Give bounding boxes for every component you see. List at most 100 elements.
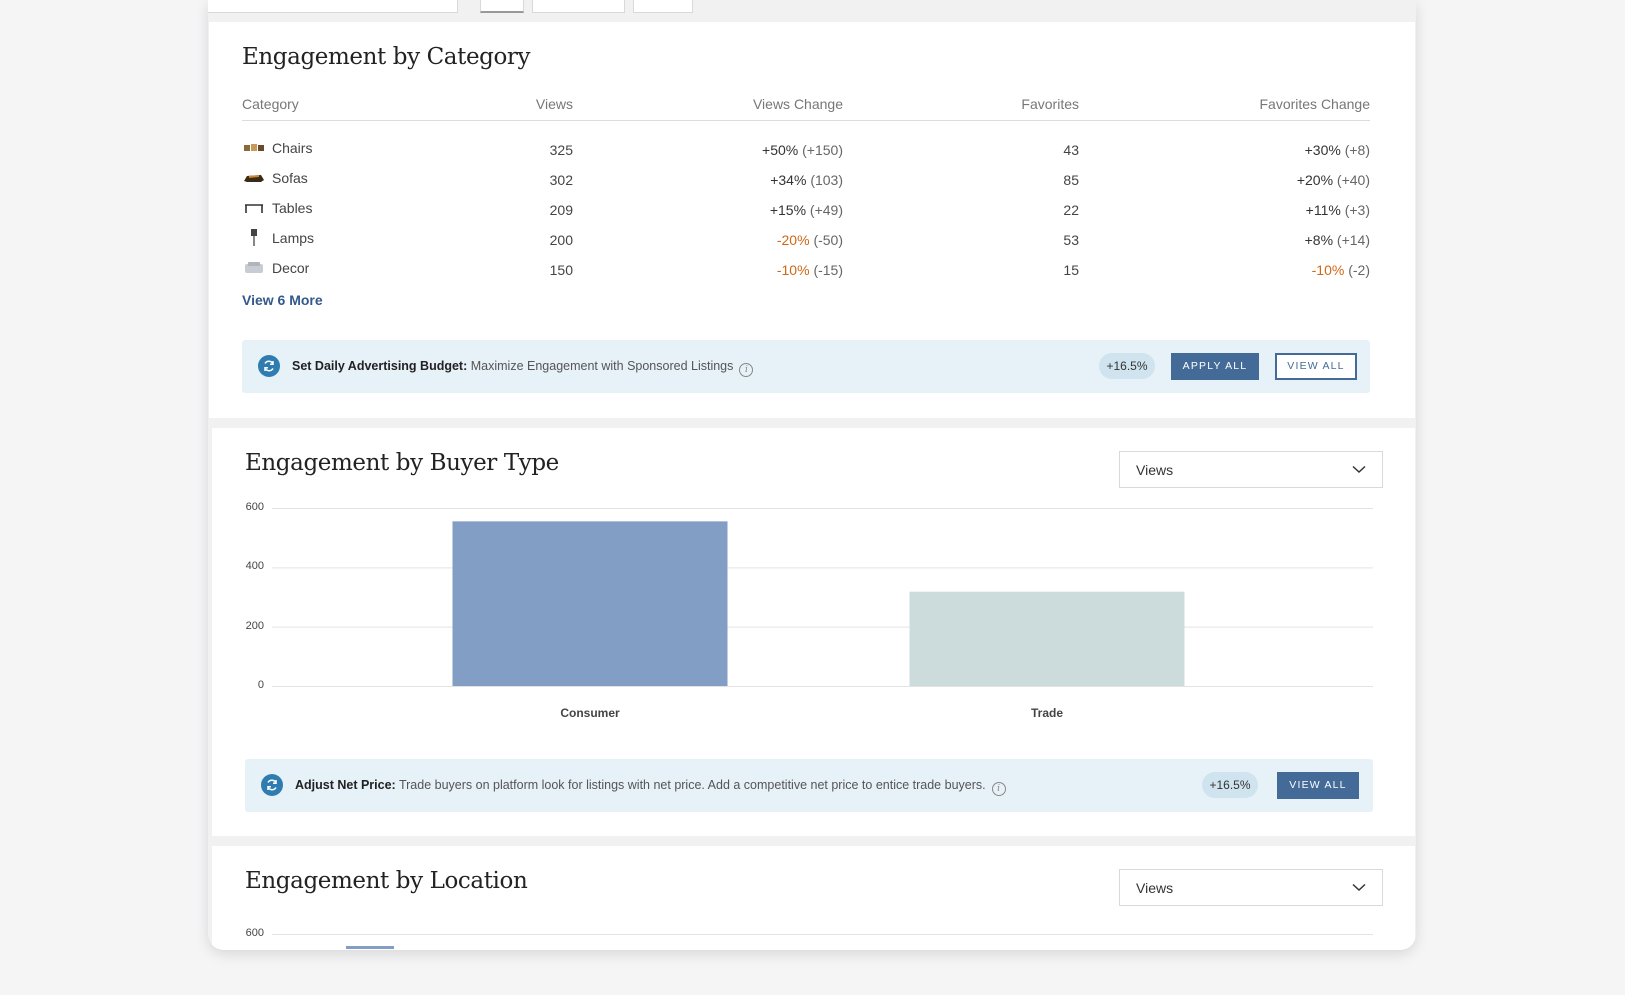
view-all-button[interactable]: VIEW ALL bbox=[1275, 353, 1357, 380]
favorites-change-abs: (+8) bbox=[1344, 142, 1370, 158]
chart-svg bbox=[272, 508, 1373, 687]
budget-banner-message: Maximize Engagement with Sponsored Listi… bbox=[470, 359, 734, 373]
refresh-icon bbox=[261, 774, 283, 796]
views-value: 150 bbox=[549, 262, 573, 278]
col-header-favorites: Favorites bbox=[1021, 96, 1079, 112]
chart-bar-trade[interactable] bbox=[909, 591, 1185, 686]
favorites-change-value: -10% (-2) bbox=[1312, 262, 1370, 278]
category-name[interactable]: Sofas bbox=[272, 170, 308, 186]
table-header-divider bbox=[242, 120, 1370, 121]
view-more-link[interactable]: View 6 More bbox=[242, 292, 323, 308]
favorites-value: 85 bbox=[1063, 172, 1079, 188]
views-change-abs: (103) bbox=[810, 172, 843, 188]
report-frame: Engagement by Category Category Views Vi… bbox=[208, 0, 1416, 950]
y-axis-tick-label: 0 bbox=[257, 679, 264, 691]
favorites-value: 43 bbox=[1063, 142, 1079, 158]
x-axis-category-label: Trade bbox=[1030, 706, 1063, 720]
favorites-change-value: +30% (+8) bbox=[1305, 142, 1370, 158]
location-metric-select-value: Views bbox=[1136, 880, 1174, 896]
favorites-change-pct: +8% bbox=[1304, 232, 1334, 248]
tables-thumbnail bbox=[243, 201, 265, 215]
engagement-by-category-card: Engagement by Category Category Views Vi… bbox=[209, 22, 1415, 418]
views-change-value: +15% (+49) bbox=[770, 202, 843, 218]
views-value: 209 bbox=[549, 202, 573, 218]
decor-thumbnail bbox=[243, 261, 265, 275]
y-axis-tick-label: 400 bbox=[245, 560, 264, 573]
apply-all-button[interactable]: APPLY ALL bbox=[1171, 353, 1259, 380]
chart-bar-partial bbox=[346, 946, 394, 949]
col-header-category: Category bbox=[242, 96, 299, 112]
info-icon[interactable]: i bbox=[991, 782, 1006, 796]
location-metric-select[interactable]: Views bbox=[1119, 869, 1383, 906]
favorites-change-value: +8% (+14) bbox=[1305, 232, 1370, 248]
favorites-change-pct: +11% bbox=[1305, 202, 1341, 218]
views-change-abs: (-15) bbox=[813, 262, 843, 278]
budget-banner-title: Set Daily Advertising Budget: bbox=[292, 359, 468, 373]
table-row[interactable]: Sofas 302 +34% (103) 85 +20% (+40) bbox=[209, 170, 1415, 200]
table-row[interactable]: Lamps 200 -20% (-50) 53 +8% (+14) bbox=[209, 229, 1415, 260]
uplift-badge: +16.5% bbox=[1202, 772, 1258, 798]
x-axis-category-label: Consumer bbox=[560, 706, 620, 720]
net-price-banner-title: Adjust Net Price: bbox=[295, 778, 396, 792]
category-name[interactable]: Lamps bbox=[272, 230, 315, 246]
net-price-banner-message: Trade buyers on platform look for listin… bbox=[398, 778, 986, 792]
chairs-thumbnail bbox=[243, 141, 265, 155]
views-change-abs: (+49) bbox=[809, 202, 843, 218]
col-header-favorites-change: Favorites Change bbox=[1259, 96, 1370, 112]
y-axis-tick-label: 600 bbox=[245, 927, 264, 939]
views-change-pct: +50% bbox=[762, 142, 799, 158]
views-value: 325 bbox=[549, 142, 573, 158]
views-change-pct: +34% bbox=[770, 172, 807, 188]
favorites-change-abs: (+40) bbox=[1336, 172, 1370, 188]
views-value: 200 bbox=[549, 232, 573, 248]
favorites-change-pct: -10% bbox=[1311, 262, 1345, 278]
col-header-views-change: Views Change bbox=[752, 96, 843, 112]
filter-button-partial[interactable] bbox=[633, 0, 693, 13]
table-row[interactable]: Chairs 325 +50% (+150) 43 +30% (+8) bbox=[209, 140, 1415, 170]
budget-recommendation-banner: Set Daily Advertising Budget: Maximize E… bbox=[242, 340, 1370, 393]
col-header-views: Views bbox=[535, 96, 573, 112]
buyer-type-bar-chart: 0 200 400 600 Consumer Trade bbox=[212, 501, 1415, 720]
favorites-value: 22 bbox=[1063, 202, 1079, 218]
chevron-down-icon bbox=[1352, 883, 1366, 892]
gridline bbox=[272, 934, 1373, 935]
category-name[interactable]: Chairs bbox=[272, 140, 313, 156]
y-axis-tick-label: 200 bbox=[245, 619, 264, 632]
info-icon[interactable]: i bbox=[739, 363, 754, 377]
category-name[interactable]: Tables bbox=[272, 200, 313, 216]
buyer-section-title: Engagement by Buyer Type bbox=[245, 450, 559, 476]
favorites-value: 53 bbox=[1063, 232, 1079, 248]
favorites-change-abs: (+14) bbox=[1336, 232, 1370, 248]
buyer-metric-select[interactable]: Views bbox=[1119, 451, 1383, 488]
views-change-pct: +15% bbox=[769, 202, 807, 218]
favorites-change-abs: (+3) bbox=[1344, 202, 1370, 218]
views-change-value: +34% (103) bbox=[770, 172, 843, 188]
net-price-banner-text: Adjust Net Price: Trade buyers on platfo… bbox=[295, 778, 1006, 796]
views-change-value: -20% (-50) bbox=[777, 232, 843, 248]
view-all-button[interactable]: VIEW ALL bbox=[1277, 772, 1359, 799]
engagement-by-buyer-type-card: Engagement by Buyer Type Views 0 200 400 60… bbox=[212, 428, 1415, 836]
buyer-metric-select-value: Views bbox=[1136, 462, 1174, 478]
favorites-change-abs: (-2) bbox=[1348, 262, 1370, 278]
table-row[interactable]: Decor 150 -10% (-15) 15 -10% (-2) bbox=[209, 260, 1415, 290]
views-value: 302 bbox=[549, 172, 573, 188]
views-change-value: -10% (-15) bbox=[777, 262, 843, 278]
refresh-icon bbox=[258, 355, 280, 377]
chevron-down-icon bbox=[1352, 465, 1366, 474]
table-row[interactable]: Tables 209 +15% (+49) 22 +11% (+3) bbox=[209, 200, 1415, 230]
lamps-thumbnail bbox=[243, 229, 265, 246]
favorites-change-value: +20% (+40) bbox=[1297, 172, 1370, 188]
views-change-pct: -20% bbox=[776, 232, 810, 248]
engagement-by-location-card: Engagement by Location Views 600 bbox=[212, 846, 1415, 950]
category-name[interactable]: Decor bbox=[272, 260, 310, 276]
favorites-change-value: +11% (+3) bbox=[1306, 202, 1370, 218]
category-section-title: Engagement by Category bbox=[242, 44, 531, 70]
filter-button-partial[interactable] bbox=[480, 0, 524, 13]
views-change-abs: (-50) bbox=[813, 232, 843, 248]
top-filter-bar bbox=[208, 0, 1416, 22]
chart-bar-consumer[interactable] bbox=[452, 521, 728, 686]
filter-button-partial[interactable] bbox=[532, 0, 625, 13]
favorites-change-pct: +20% bbox=[1296, 172, 1334, 188]
sofas-thumbnail bbox=[243, 171, 265, 185]
filter-select-partial[interactable] bbox=[208, 0, 458, 13]
